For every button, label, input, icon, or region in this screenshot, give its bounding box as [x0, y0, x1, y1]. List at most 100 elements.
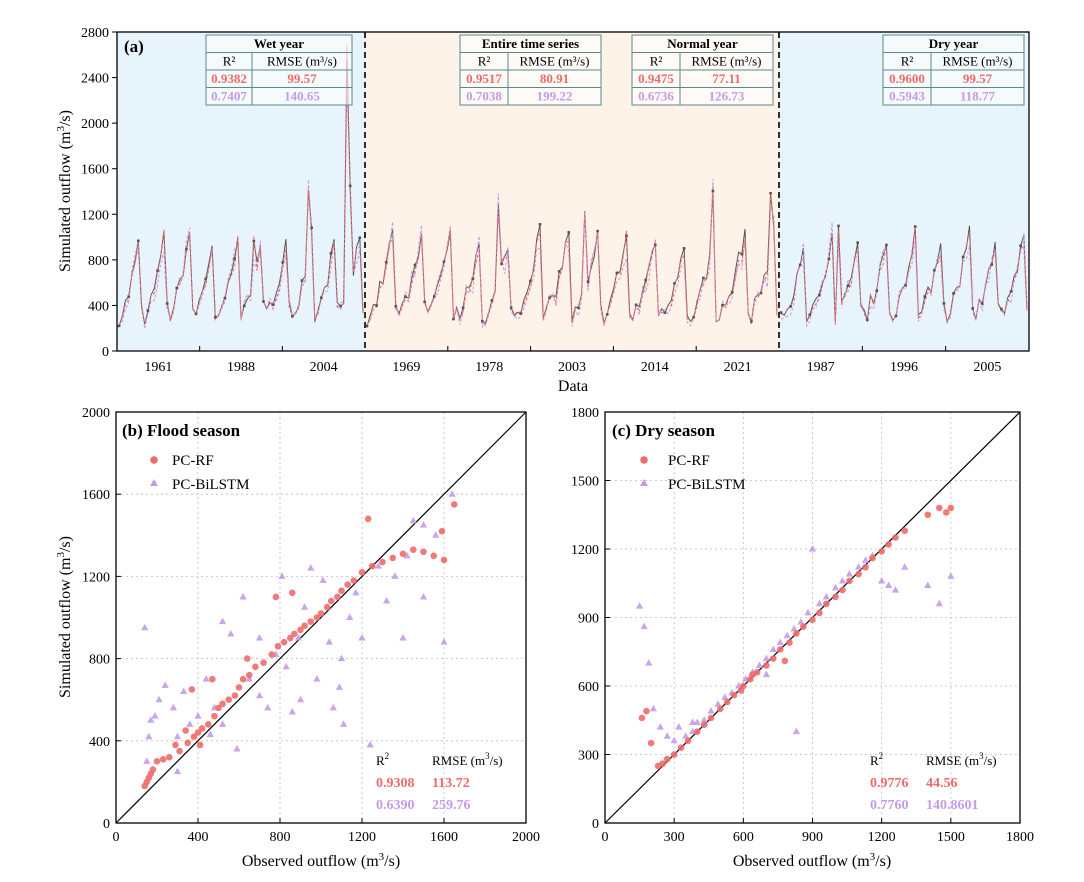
bilstm-point — [440, 638, 448, 645]
rf-point — [364, 515, 372, 523]
a-observed-point — [961, 255, 965, 259]
rf-point — [647, 739, 655, 747]
bilstm-point — [255, 634, 264, 641]
x-tick-label: 0 — [602, 830, 609, 845]
rf-point — [379, 558, 386, 566]
a-observed-point — [310, 226, 313, 230]
bilstm-point — [935, 599, 943, 607]
bilstm-point — [689, 718, 697, 726]
a-observed-point — [156, 269, 159, 272]
a-observed-point — [846, 284, 850, 287]
a-observed-point — [750, 320, 753, 323]
a-observed-point — [384, 260, 388, 264]
stats-r2-value: 0.9776 — [870, 776, 909, 791]
rf-point — [350, 577, 358, 584]
bilstm-point — [358, 634, 366, 641]
rf-point — [707, 714, 715, 722]
a-table-col1-header: R² — [650, 54, 663, 69]
rf-point — [716, 705, 724, 713]
a-observed-point — [146, 309, 150, 312]
rf-point — [670, 751, 678, 758]
a-y-tick-label: 800 — [88, 254, 109, 269]
rf-point — [730, 691, 738, 699]
rf-point — [209, 675, 216, 683]
bilstm-point — [838, 576, 847, 584]
rf-point — [737, 687, 745, 694]
stats-rmse-value: 44.56 — [926, 776, 958, 791]
rf-point — [245, 671, 253, 679]
a-observed-point — [1000, 307, 1003, 311]
bilstm-point — [845, 570, 853, 577]
a-observed-point — [214, 315, 217, 319]
bilstm-point — [141, 623, 149, 631]
rf-point — [153, 758, 161, 765]
x-tick-label: 2000 — [512, 830, 540, 845]
bilstm-point — [861, 556, 870, 563]
panel-a-x-ticks: 1961 1988 2004 1969 1978 2003 2014 2021 1987 1996… — [144, 346, 1001, 375]
bilstm-point — [319, 576, 327, 584]
bilstm-point — [301, 603, 309, 610]
a-observed-point — [1019, 244, 1022, 247]
bilstm-point — [202, 675, 210, 682]
a-y-tick-label: 400 — [88, 299, 109, 314]
a-observed-point — [557, 270, 561, 273]
a-observed-point — [423, 300, 426, 304]
rf-point — [684, 737, 692, 745]
a-table-title: Wet year — [254, 36, 304, 51]
a-observed-point — [300, 279, 304, 282]
a-observed-point — [827, 257, 831, 261]
panel-b-x-label: Observed outflow (m3/s) — [242, 851, 400, 870]
rf-point — [239, 675, 247, 683]
a-table-col2-header: RMSE (m³/s) — [520, 54, 590, 69]
rf-point — [317, 610, 325, 617]
a-table-rmse-value: 99.57 — [963, 71, 993, 86]
a-observed-point — [702, 276, 705, 280]
panel-a-time-series: 0 400 800 1200 1600 2000 2400 2800 1961 1988 2004… — [55, 26, 1030, 395]
rf-point — [215, 704, 222, 712]
y-tick-label: 1200 — [571, 543, 599, 558]
y-tick-label: 2000 — [82, 406, 110, 421]
bilstm-point — [762, 654, 770, 662]
rf-point — [659, 760, 666, 767]
rf-point — [438, 527, 446, 535]
bilstm-point — [325, 638, 333, 645]
a-observed-point — [204, 277, 207, 281]
a-observed-point — [663, 311, 667, 315]
rf-point — [643, 707, 650, 715]
stats-rmse-value: 113.72 — [432, 776, 470, 791]
a-observed-point — [461, 306, 465, 309]
y-tick-label: 1200 — [82, 570, 110, 585]
rf-point — [172, 741, 179, 749]
a-observed-point — [339, 304, 342, 308]
bilstm-point — [352, 588, 360, 596]
bilstm-point — [804, 608, 812, 616]
a-y-tick-label: 1600 — [81, 163, 109, 178]
a-observed-point — [252, 239, 256, 243]
panel-b-legend-rf-marker — [150, 456, 158, 464]
a-observed-point — [271, 303, 275, 307]
bilstm-point — [808, 545, 817, 552]
a-x-tick-label: 1978 — [475, 360, 503, 375]
a-x-tick-label: 1987 — [807, 360, 835, 375]
a-observed-point — [653, 243, 657, 247]
a-observed-point — [394, 304, 398, 308]
rf-point — [901, 527, 909, 535]
bilstm-point — [282, 662, 290, 670]
panel-b-frame — [115, 411, 527, 824]
a-observed-point — [481, 319, 484, 323]
bilstm-point — [947, 572, 955, 579]
a-y-tick-label: 1200 — [81, 208, 109, 223]
bilstm-point — [924, 581, 932, 589]
bilstm-point — [755, 661, 764, 668]
a-observed-point — [885, 243, 888, 247]
a-table-r2-value: 0.6736 — [638, 89, 674, 104]
rf-point — [358, 568, 366, 576]
x-tick-label: 0 — [113, 830, 120, 845]
rf-point — [885, 541, 892, 548]
y-tick-label: 300 — [578, 749, 599, 764]
x-tick-label: 1200 — [868, 830, 896, 845]
panel-a-series-lines — [117, 44, 1028, 329]
y-tick-label: 800 — [89, 653, 110, 668]
stats-rmse-header: RMSE (m3/s) — [926, 751, 997, 768]
bilstm-point — [245, 675, 253, 682]
